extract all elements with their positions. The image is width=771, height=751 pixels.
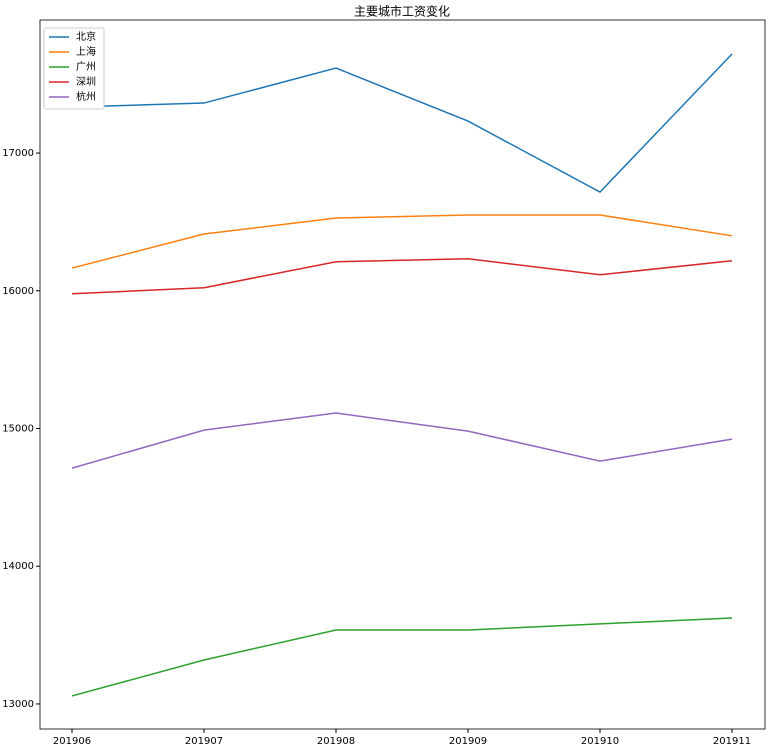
plot-frame (39, 19, 766, 730)
series-line (71, 53, 733, 193)
x-tick-label: 201907 (185, 736, 223, 747)
legend-box (43, 27, 105, 110)
x-tick-label: 201911 (713, 736, 751, 747)
series-line (71, 258, 733, 295)
series-line (71, 214, 733, 269)
legend-label: 北京 (76, 30, 96, 43)
series-line (71, 617, 733, 697)
legend-label: 杭州 (76, 90, 96, 103)
chart-title: 主要城市工资变化 (354, 4, 450, 19)
x-tick-label: 201910 (581, 736, 619, 747)
y-tick-label: 16000 (2, 286, 34, 297)
y-tick-label: 13000 (2, 699, 34, 710)
y-tick-label: 17000 (2, 148, 34, 159)
y-tick-label: 15000 (2, 423, 34, 434)
legend-label: 上海 (76, 45, 96, 58)
x-tick-label: 201909 (449, 736, 487, 747)
legend-label: 广州 (76, 61, 96, 73)
y-tick-label: 14000 (2, 561, 34, 572)
legend-label: 深圳 (76, 76, 96, 88)
series-line (71, 412, 733, 469)
x-tick-label: 201908 (317, 736, 355, 747)
x-tick-label: 201906 (53, 736, 91, 747)
